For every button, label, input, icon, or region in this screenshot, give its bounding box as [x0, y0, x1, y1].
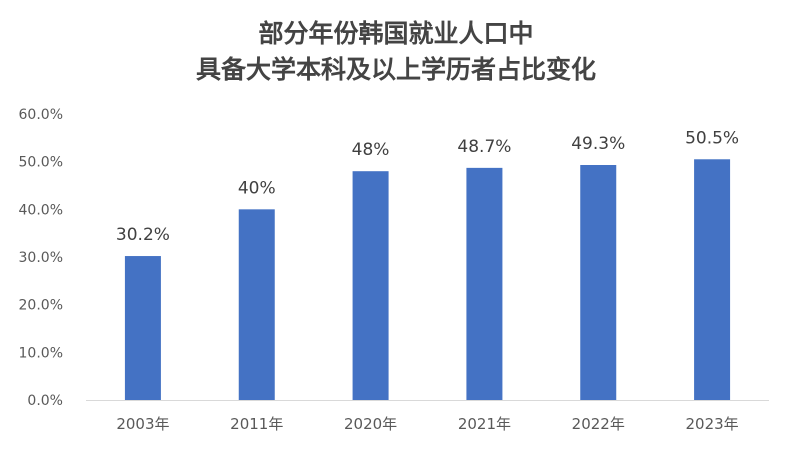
- data-label: 48.7%: [457, 137, 511, 157]
- y-tick-label: 60.0%: [19, 107, 63, 123]
- y-axis: 0.0% 10.0% 20.0% 30.0% 40.0% 50.0% 60.0%: [19, 107, 63, 409]
- x-tick-label: 2022年: [572, 415, 625, 433]
- x-tick-label: 2020年: [344, 415, 397, 433]
- bar: [124, 256, 161, 400]
- data-label: 49.3%: [571, 134, 625, 154]
- y-tick-label: 30.0%: [19, 250, 63, 266]
- chart-title-line-2: 具备大学本科及以上学历者占比变化: [196, 55, 596, 84]
- x-tick-label: 2021年: [458, 415, 511, 433]
- data-label: 50.5%: [685, 128, 739, 148]
- x-tick-label: 2011年: [230, 415, 283, 433]
- y-tick-label: 40.0%: [19, 202, 63, 218]
- y-tick-label: 0.0%: [27, 393, 63, 409]
- y-tick-label: 50.0%: [19, 155, 63, 171]
- x-tick-label: 2023年: [685, 415, 738, 433]
- bars: [124, 159, 731, 400]
- data-label: 40%: [238, 178, 276, 198]
- data-labels: 30.2% 40% 48% 48.7% 49.3% 50.5%: [116, 128, 739, 245]
- data-label: 30.2%: [116, 225, 170, 245]
- chart-title-line-1: 部分年份韩国就业人口中: [258, 19, 533, 48]
- y-tick-label: 20.0%: [19, 298, 63, 314]
- y-tick-label: 10.0%: [19, 345, 63, 361]
- bar: [694, 159, 731, 400]
- x-tick-label: 2003年: [116, 415, 169, 433]
- bar: [238, 209, 275, 400]
- x-axis: 2003年 2011年 2020年 2021年 2022年 2023年: [86, 400, 769, 433]
- bar: [466, 167, 503, 400]
- data-label: 48%: [352, 140, 390, 160]
- bar: [352, 171, 389, 400]
- bar: [580, 165, 617, 400]
